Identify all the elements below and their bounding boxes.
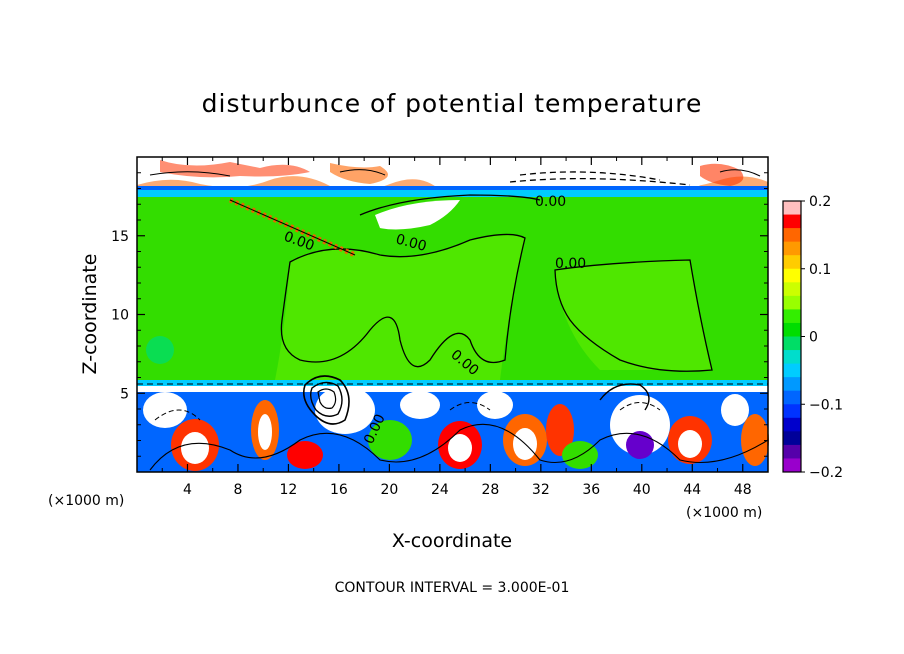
contour-label: 0.00 xyxy=(394,231,428,255)
colorbar-tick-label: −0.1 xyxy=(809,397,843,413)
colorbar-swatch xyxy=(783,431,801,446)
colorbar-swatch xyxy=(783,377,801,392)
x-tick-label: 28 xyxy=(481,482,499,498)
y-tick-label: 15 xyxy=(111,229,129,245)
x-unit-left: (×1000 m) xyxy=(48,493,124,509)
x-tick-label: 16 xyxy=(330,482,348,498)
colorbar-swatch xyxy=(783,404,801,419)
x-tick-label: 20 xyxy=(380,482,398,498)
x-unit-right: (×1000 m) xyxy=(686,505,762,521)
colorbar-swatch xyxy=(783,282,801,297)
colorbar-swatch xyxy=(783,390,801,405)
colorbar-swatch xyxy=(783,444,801,459)
y-tick-label: 5 xyxy=(120,386,129,402)
x-tick-label: 24 xyxy=(431,482,449,498)
x-tick-label: 12 xyxy=(280,482,298,498)
colorbar-tick-label: 0.1 xyxy=(809,262,831,278)
upper-disturbance-band xyxy=(137,157,768,197)
x-tick-label: 40 xyxy=(633,482,651,498)
x-tick-label: 36 xyxy=(582,482,600,498)
colorbar-tick-label: 0.2 xyxy=(809,194,831,210)
colorbar-swatch xyxy=(783,363,801,378)
colorbar-swatch xyxy=(783,255,801,270)
y-axis-ticks: 5 10 15 xyxy=(111,172,768,457)
contour-label: 0.00 xyxy=(555,256,586,272)
colorbar-swatch xyxy=(783,295,801,310)
x-axis-label: X-coordinate xyxy=(392,530,512,552)
y-axis-label: Z-coordinate xyxy=(79,254,101,375)
y-tick-label: 10 xyxy=(111,308,129,324)
colorbar-swatch xyxy=(783,322,801,337)
x-axis-ticks: 4 8 12 16 20 24 28 32 36 40 44 48 xyxy=(161,157,752,498)
colorbar-tick-label: −0.2 xyxy=(809,465,843,481)
x-tick-label: 44 xyxy=(683,482,701,498)
colorbar-swatch xyxy=(783,350,801,365)
mid-level-features xyxy=(146,194,713,380)
colorbar-swatch xyxy=(783,214,801,229)
plot-area: 0.00 0.00 0.00 0.00 0.00 0.00 xyxy=(136,156,769,473)
colorbar-swatch xyxy=(783,228,801,243)
x-tick-label: 8 xyxy=(233,482,242,498)
x-tick-label: 4 xyxy=(183,482,192,498)
lower-disturbance-band xyxy=(137,375,769,472)
colorbar-swatch xyxy=(783,458,801,473)
colorbar: 0.2 0.1 0 −0.1 −0.2 xyxy=(782,194,843,481)
colorbar-swatch xyxy=(783,309,801,324)
colorbar-swatch xyxy=(783,201,801,216)
colorbar-swatch xyxy=(783,417,801,432)
colorbar-tick-label: 0 xyxy=(809,330,818,346)
colorbar-swatch xyxy=(783,336,801,351)
contour-label: 0.00 xyxy=(535,194,566,210)
colorbar-swatch xyxy=(783,241,801,256)
x-tick-label: 32 xyxy=(532,482,550,498)
chart-title: disturbunce of potential temperature xyxy=(202,89,703,118)
colorbar-swatch xyxy=(783,268,801,283)
contour-interval-note: CONTOUR INTERVAL = 3.000E-01 xyxy=(335,580,570,596)
x-tick-label: 48 xyxy=(734,482,752,498)
